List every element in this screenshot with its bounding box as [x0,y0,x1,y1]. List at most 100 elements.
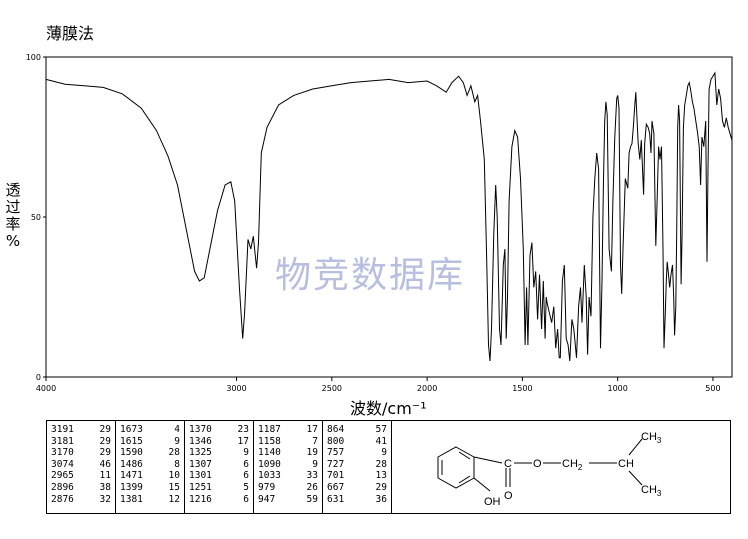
benzene-ring [437,446,475,489]
peak-transmittance: 28 [168,447,180,459]
peak-wavenumber: 947 [258,493,276,505]
bond [473,456,503,464]
y-tick-label: 100 [26,53,41,62]
peak-wavenumber: 3191 [51,424,74,435]
peak-row: 1673 4 [120,424,180,436]
peak-row: 701 13 [327,470,387,482]
peak-wavenumber: 1590 [120,447,143,459]
peak-transmittance: 7 [312,435,318,447]
peak-transmittance: 32 [99,493,111,505]
peak-row: 1033 33 [258,470,318,482]
atom-label-ch3-bottom: CH3 [641,484,662,498]
atom-label-ch: CH [618,458,634,470]
peak-row: 757 9 [327,447,387,459]
peak-transmittance: 29 [99,424,111,435]
peak-transmittance: 59 [306,493,318,505]
peak-wavenumber: 1471 [120,470,143,482]
peak-wavenumber: 3170 [51,447,74,459]
x-tick-label: 1500 [512,384,532,393]
y-tick-label: 50 [31,213,41,222]
peak-row: 1370 23 [189,424,249,436]
peak-wavenumber: 1486 [120,458,143,470]
peak-transmittance: 46 [99,458,111,470]
peak-transmittance: 5 [243,481,249,493]
peak-row: 667 29 [327,482,387,494]
peak-row: 727 28 [327,459,387,471]
peak-row: 631 36 [327,494,387,506]
peak-transmittance: 11 [99,470,111,482]
peak-row: 1158 7 [258,436,318,448]
atom-label-c: C [504,458,512,470]
peak-transmittance: 9 [243,447,249,459]
peak-wavenumber: 1346 [189,435,212,447]
peak-transmittance: 8 [174,458,180,470]
peak-wavenumber: 1251 [189,481,212,493]
y-axis-label-char: 率 [5,215,21,233]
plot-frame [45,56,733,378]
peak-row: 1140 19 [258,447,318,459]
peak-wavenumber: 2965 [51,470,74,482]
peak-wavenumber: 864 [327,424,345,435]
peak-transmittance: 57 [375,424,387,435]
bond [473,477,491,492]
y-axis-label: 透 过 率 % [2,182,24,250]
peak-row: 1471 10 [120,470,180,482]
peak-column: 1187 17 1158 7 1140 19 1090 9 1033 33 979 26 947 59 [254,421,323,513]
peak-column: 3191 29 3181 29 3170 29 3074 46 2965 11 2896 38 2876… [47,421,116,513]
peak-wavenumber: 1399 [120,481,143,493]
peak-transmittance: 23 [237,424,249,435]
x-tick-label: 1000 [607,384,627,393]
y-axis-ticks: 0 50 100 [26,53,46,382]
x-tick-label: 3000 [226,384,246,393]
peak-wavenumber: 1158 [258,435,281,447]
peak-transmittance: 4 [174,424,180,435]
peak-transmittance: 29 [99,447,111,459]
structure-panel: OH C O O CH2 CH CH3 CH3 [391,420,731,514]
peak-wavenumber: 1307 [189,458,212,470]
peak-wavenumber: 1370 [189,424,212,435]
bond [628,438,643,456]
peak-row: 1090 9 [258,459,318,471]
peak-wavenumber: 2876 [51,493,74,505]
peak-transmittance: 17 [306,424,318,435]
x-tick-label: 2500 [322,384,342,393]
peak-row: 1307 6 [189,459,249,471]
atom-label-o: O [533,458,542,470]
peak-transmittance: 6 [243,493,249,505]
atom-label-oh: OH [484,496,501,508]
ring-double-bond [458,451,471,460]
peak-wavenumber: 3074 [51,458,74,470]
peak-wavenumber: 1673 [120,424,143,435]
peak-transmittance: 26 [306,481,318,493]
peak-wavenumber: 701 [327,470,345,482]
peak-transmittance: 9 [381,447,387,459]
peak-transmittance: 6 [243,458,249,470]
peak-wavenumber: 757 [327,447,345,459]
peak-row: 2965 11 [51,470,111,482]
peak-row: 864 57 [327,424,387,436]
peak-wavenumber: 979 [258,481,276,493]
page-title: 薄膜法 [46,24,95,43]
peak-row: 3074 46 [51,459,111,471]
chemical-structure: OH C O O CH2 CH CH3 CH3 [437,431,662,508]
peak-transmittance: 17 [237,435,249,447]
peak-wavenumber: 727 [327,458,345,470]
peak-row: 1399 15 [120,482,180,494]
peak-row: 1615 9 [120,436,180,448]
peak-transmittance: 28 [375,458,387,470]
y-tick-label: 0 [36,373,41,382]
peak-row: 1187 17 [258,424,318,436]
peak-row: 3181 29 [51,436,111,448]
peak-transmittance: 29 [375,481,387,493]
x-axis-ticks: 4000 3000 2500 2000 1500 1000 500 [36,377,721,393]
peak-row: 979 26 [258,482,318,494]
atom-label-o-carbonyl: O [504,490,513,502]
peak-wavenumber: 1090 [258,458,281,470]
peak-row: 1325 9 [189,447,249,459]
atom-label-ch3-top: CH3 [641,431,662,445]
peak-transmittance: 6 [243,470,249,482]
peak-wavenumber: 1140 [258,447,281,459]
y-axis-label-char: % [5,232,21,250]
peak-transmittance: 38 [99,481,111,493]
peak-transmittance: 12 [168,493,180,505]
